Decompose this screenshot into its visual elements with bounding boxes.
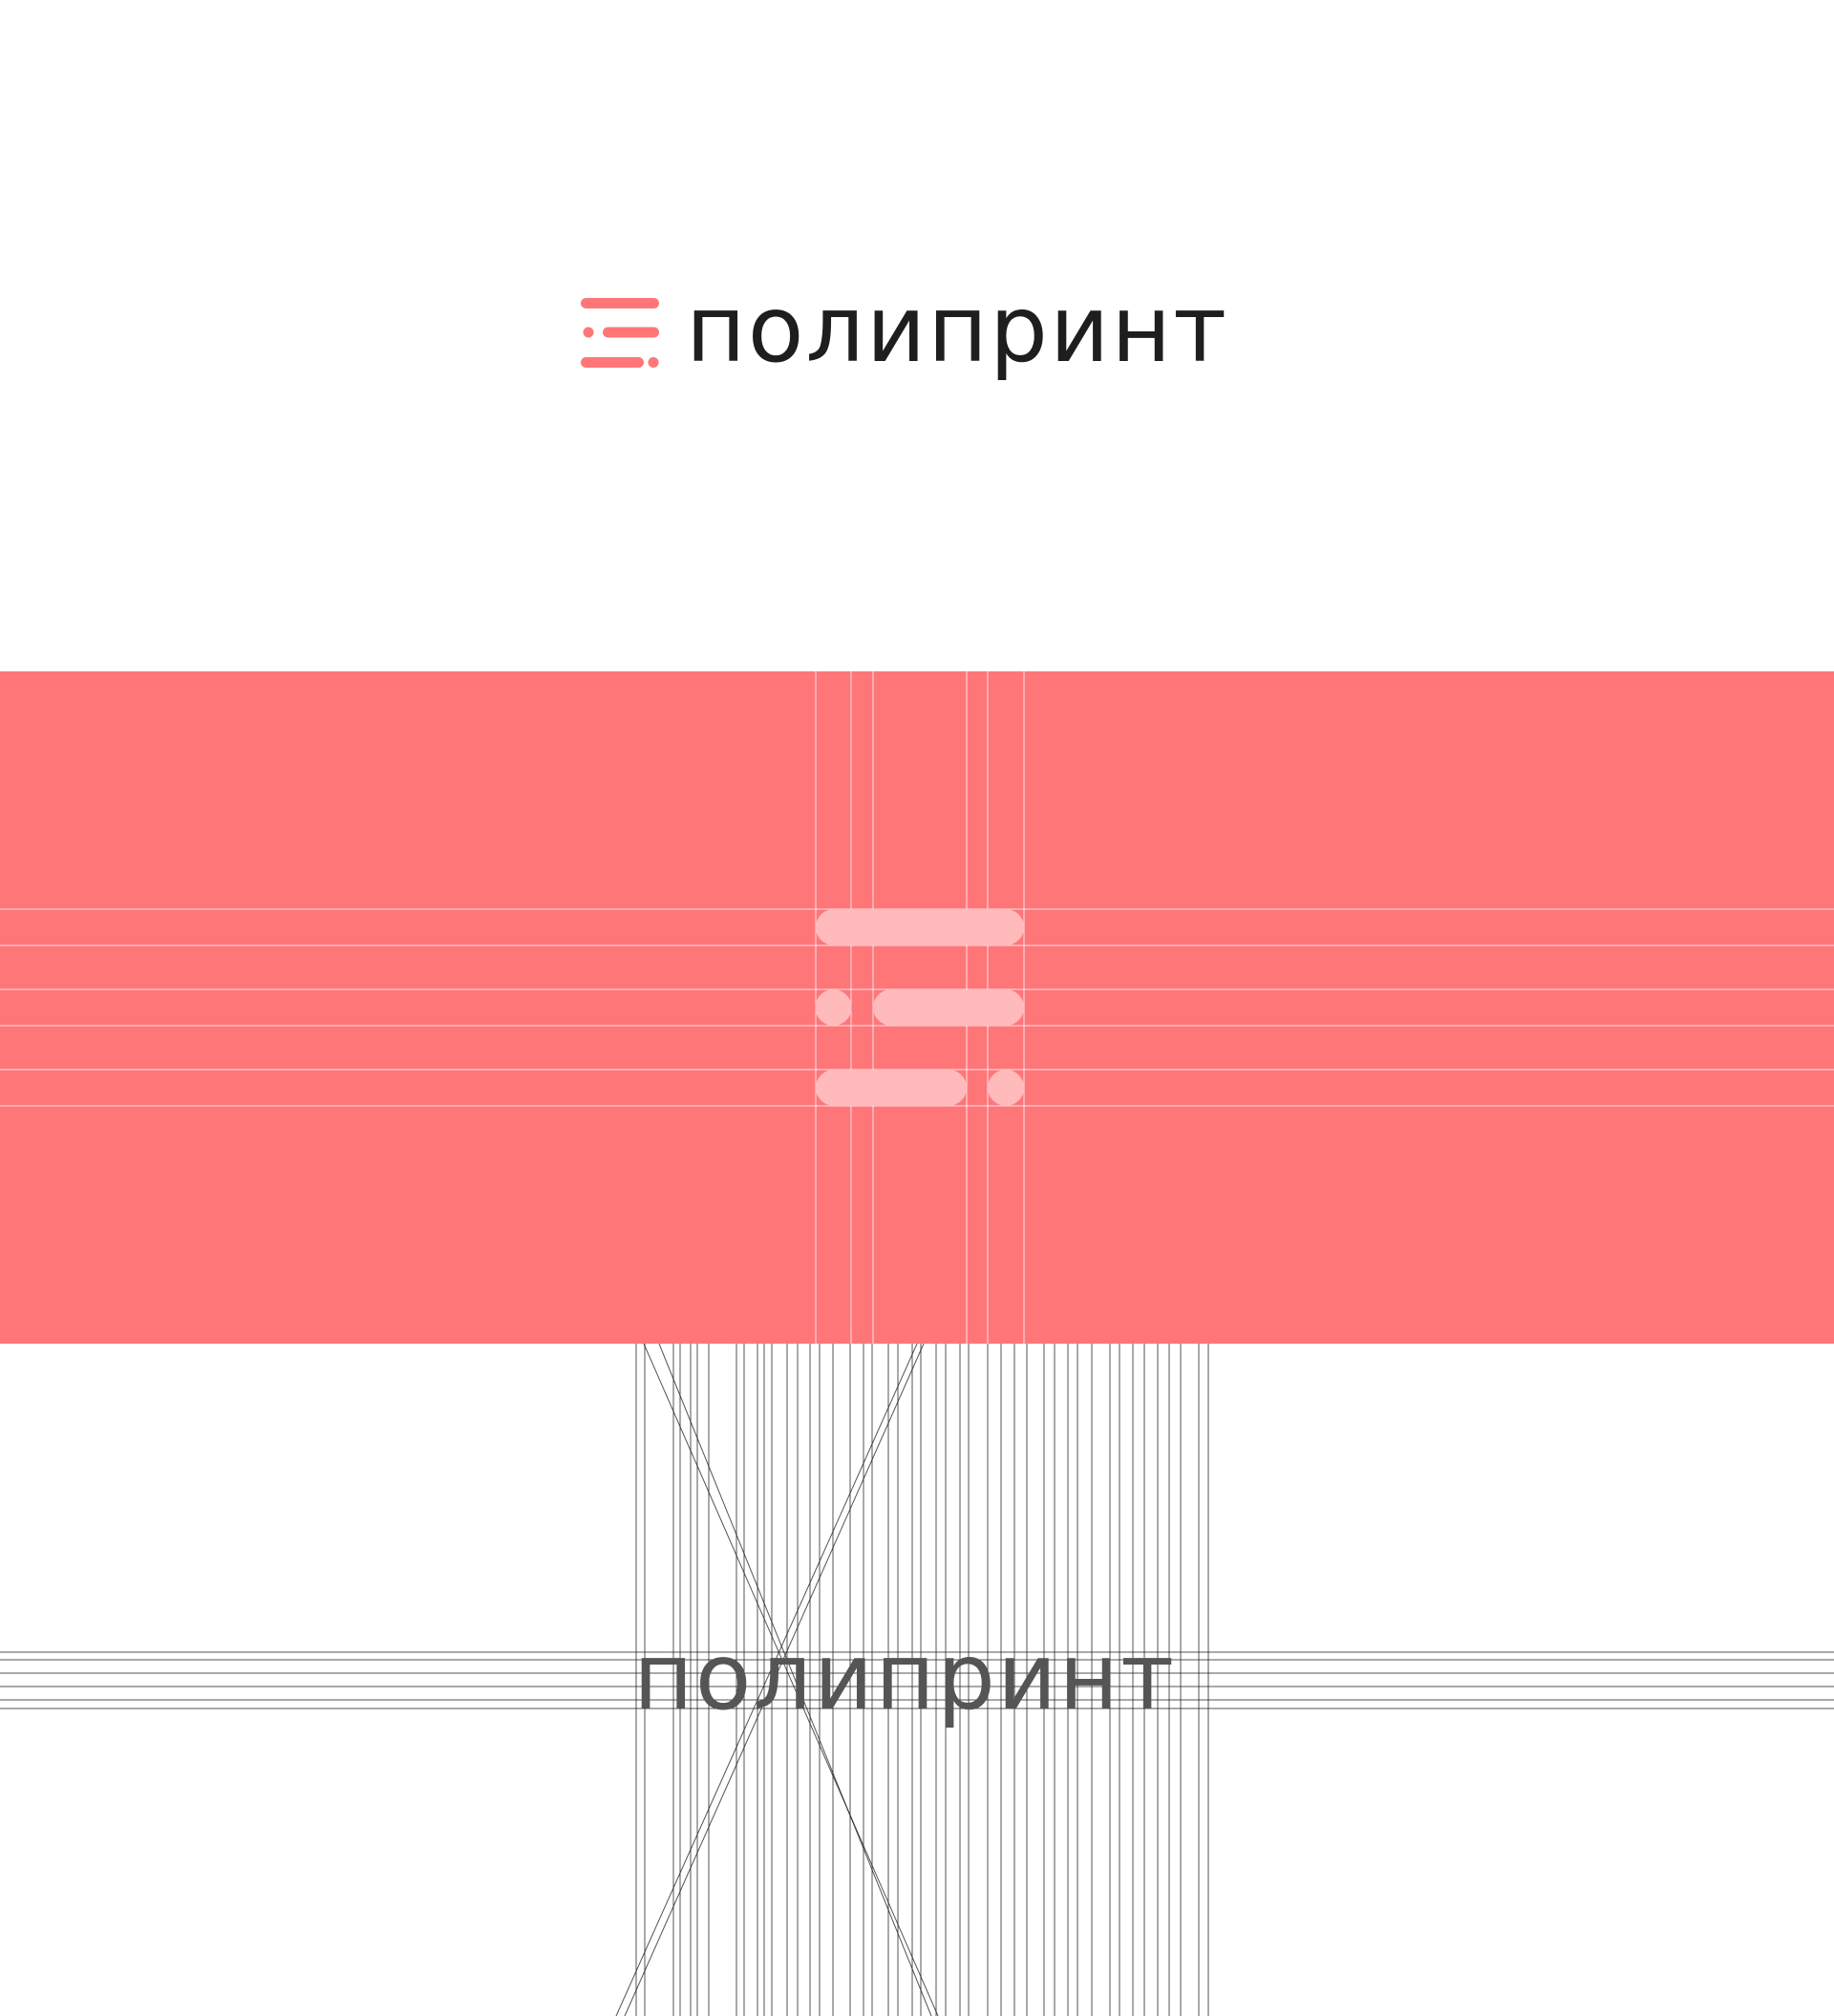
icon-construction-section [0,671,1834,1344]
brand-wordmark-construction: полипринт [633,1623,1176,1730]
three-line-dot-mark-icon [815,909,1024,1106]
logo-primary-section: полипринт [0,0,1834,671]
wordmark-construction-section: полипринт [0,1344,1834,2016]
wordmark-construction-diagram: полипринт [0,1344,1834,2016]
logo-primary: полипринт [581,276,1228,383]
brand-wordmark: полипринт [686,276,1228,383]
three-line-dot-mark-icon [581,298,659,368]
icon-construction-diagram [0,671,1834,1344]
wordmark-grid-lines [0,1344,1834,2016]
